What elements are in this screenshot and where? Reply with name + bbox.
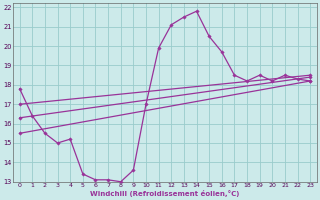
X-axis label: Windchill (Refroidissement éolien,°C): Windchill (Refroidissement éolien,°C) [90, 190, 240, 197]
